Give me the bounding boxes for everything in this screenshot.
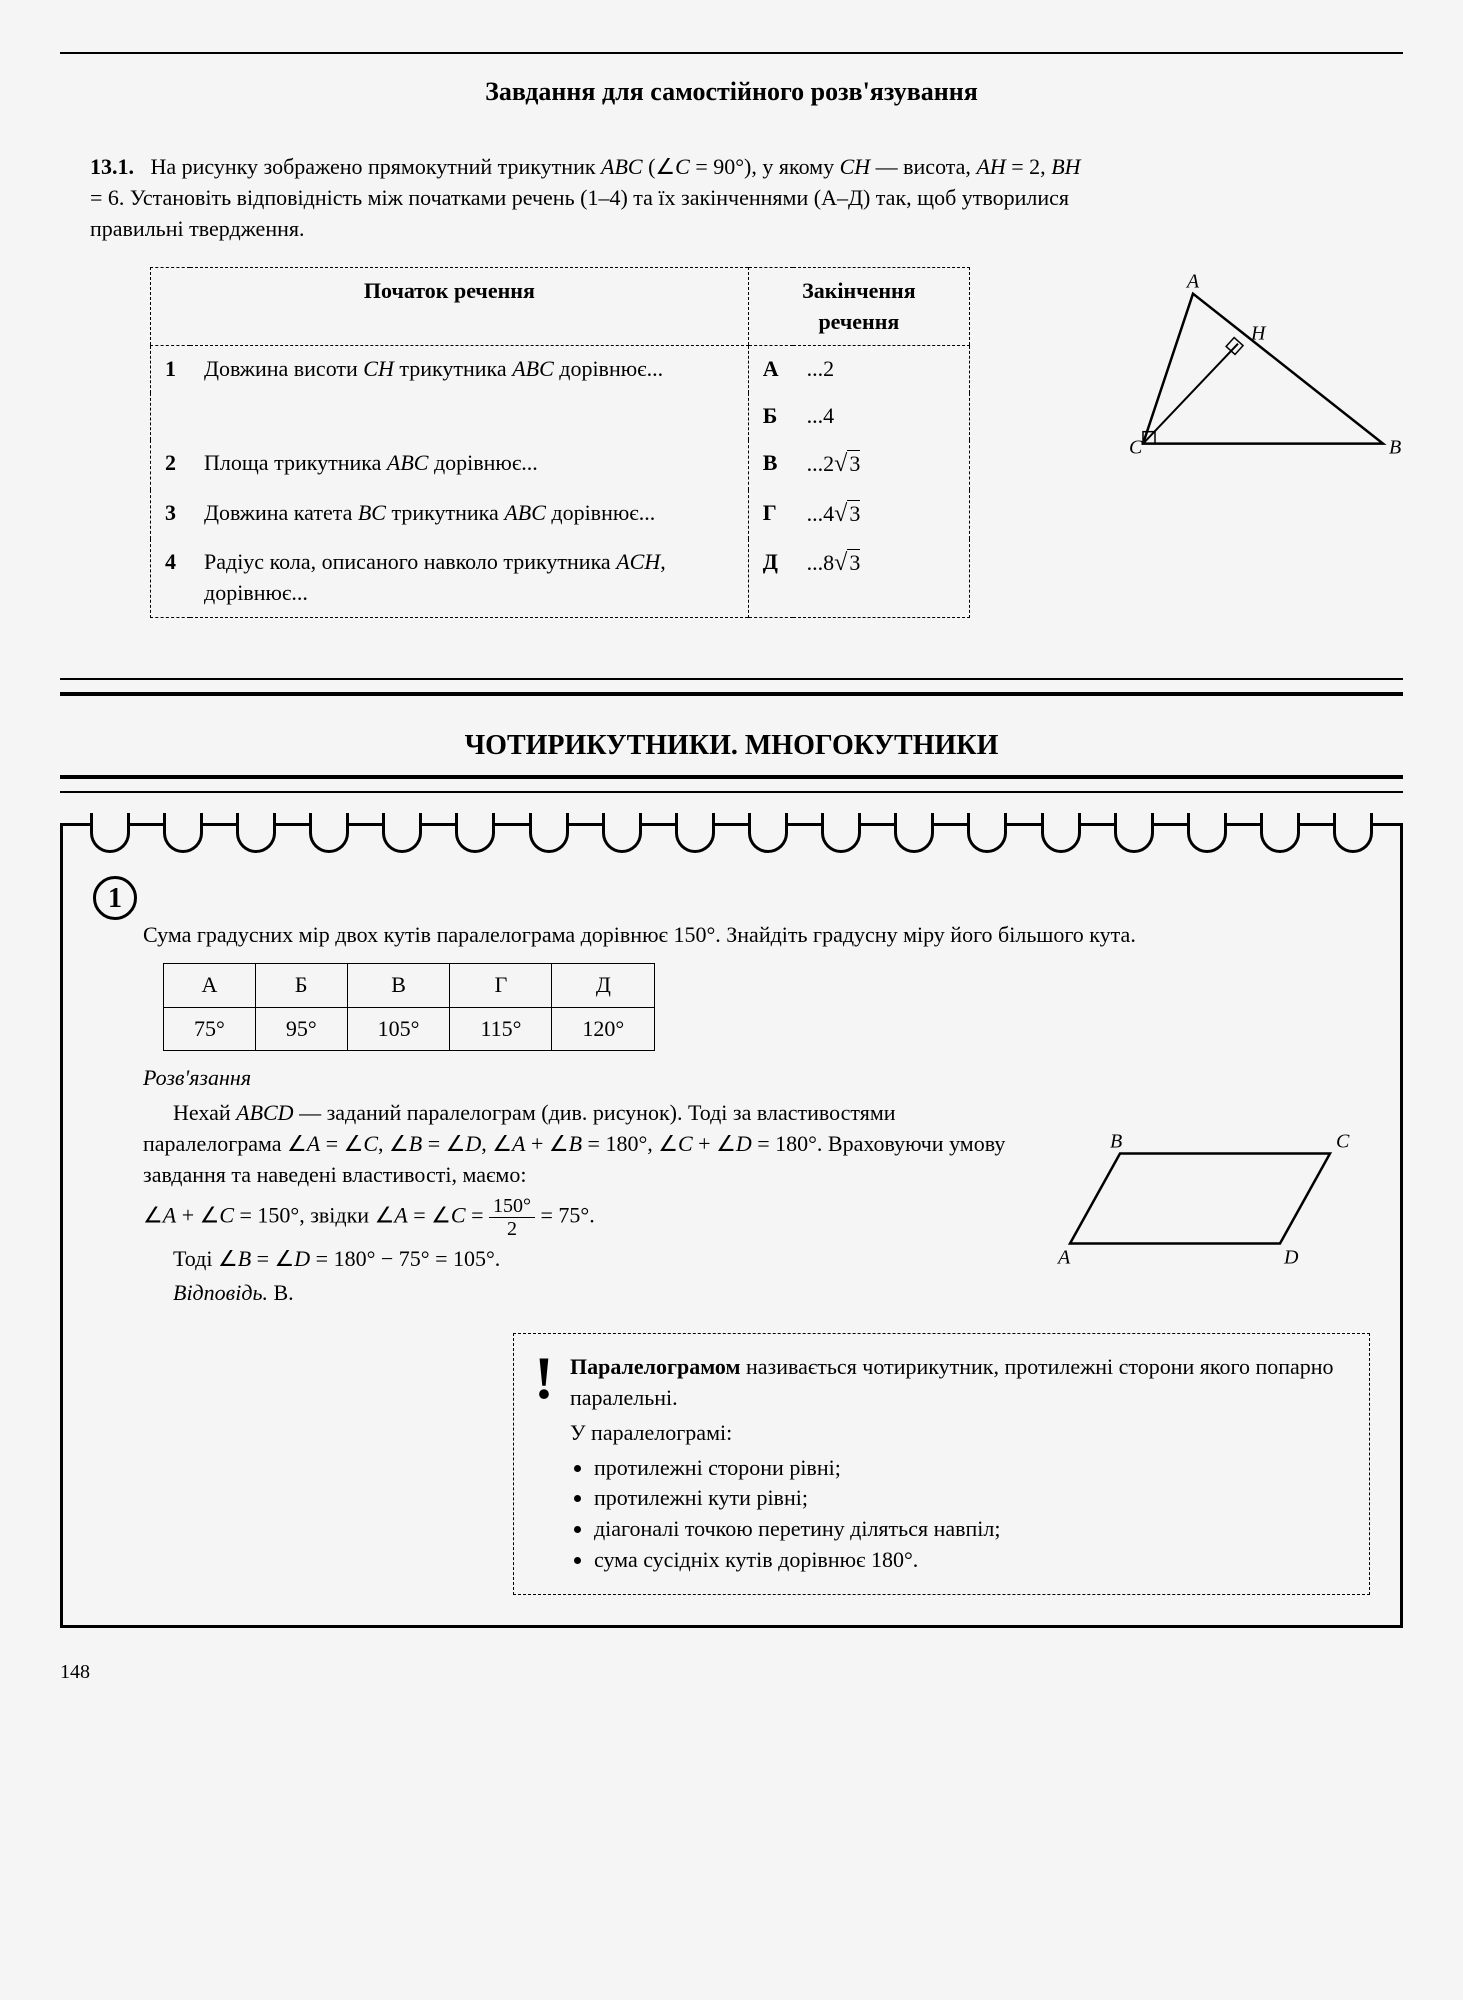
section-title: Завдання для самостійного розв'язування	[60, 74, 1403, 110]
table-header-left: Початок речення	[151, 267, 749, 346]
option-header: Б	[255, 963, 347, 1007]
example-number: 1	[93, 876, 137, 920]
divider-rule-thick-2	[60, 775, 1403, 779]
option-header: А	[164, 963, 256, 1007]
example-intro: Сума градусних мір двох кутів паралелогр…	[143, 920, 1370, 951]
problem-131-block: 13.1. На рисунку зображено прямокутний т…	[90, 130, 1403, 617]
option-value: 95°	[255, 1007, 347, 1051]
svg-text:H: H	[1250, 323, 1267, 345]
top-rule	[60, 52, 1403, 54]
option-value: 105°	[347, 1007, 450, 1051]
option-value: 120°	[552, 1007, 655, 1051]
definition-box: ! Паралелограмом називається чотирикутни…	[513, 1333, 1370, 1595]
svg-text:A: A	[1056, 1247, 1071, 1269]
solution-label: Розв'язання	[143, 1063, 1370, 1094]
option-value: 75°	[164, 1007, 256, 1051]
problem-number: 13.1.	[90, 154, 134, 179]
triangle-diagram: A B C H	[1123, 130, 1403, 617]
solution-text: Нехай ABCD — заданий паралелограм (див. …	[143, 1094, 1030, 1313]
exclamation-icon: !	[534, 1348, 554, 1580]
matching-table: Початок речення Закінчення речення 1 Дов…	[150, 267, 970, 618]
example-box: 1 Сума градусних мір двох кутів паралело…	[60, 823, 1403, 1628]
option-value: 115°	[450, 1007, 552, 1051]
divider-rule	[60, 678, 1403, 680]
option-header: Д	[552, 963, 655, 1007]
spiral-binding	[73, 816, 1390, 866]
option-header: Г	[450, 963, 552, 1007]
option-header: В	[347, 963, 450, 1007]
svg-text:D: D	[1283, 1247, 1299, 1269]
page-number: 148	[60, 1658, 1403, 1686]
svg-text:A: A	[1185, 271, 1200, 293]
svg-text:B: B	[1110, 1131, 1122, 1153]
svg-text:B: B	[1389, 437, 1401, 459]
svg-text:C: C	[1129, 437, 1143, 459]
chapter-title: ЧОТИРИКУТНИКИ. МНОГОКУТНИКИ	[60, 726, 1403, 765]
answer-options-table: А Б В Г Д 75° 95° 105° 115° 120°	[163, 963, 655, 1052]
divider-rule-2	[60, 791, 1403, 793]
parallelogram-diagram: B C A D	[1050, 1094, 1370, 1313]
divider-rule-thick	[60, 692, 1403, 696]
svg-text:C: C	[1336, 1131, 1350, 1153]
table-header-right: Закінчення речення	[748, 267, 969, 346]
